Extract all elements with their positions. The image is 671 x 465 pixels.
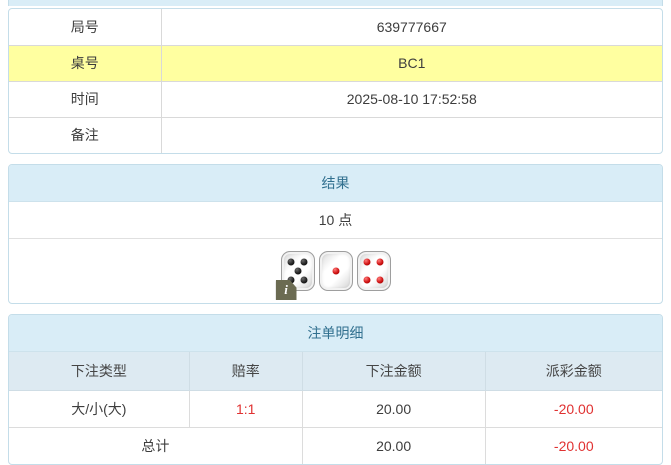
info-icon[interactable]: i bbox=[275, 280, 297, 300]
table-header-row: 下注类型 赔率 下注金额 派彩金额 bbox=[9, 352, 662, 391]
col-header-odds: 赔率 bbox=[188, 352, 303, 391]
total-payout: -20.00 bbox=[484, 426, 662, 464]
die-pip bbox=[376, 258, 384, 266]
result-panel: 结果 10 点 i bbox=[8, 164, 663, 304]
time-label: 时间 bbox=[9, 80, 162, 118]
col-header-bet-type: 下注类型 bbox=[9, 352, 190, 391]
table-id-label: 桌号 bbox=[9, 44, 162, 82]
die-pip bbox=[300, 276, 308, 284]
result-points: 10 点 bbox=[9, 202, 662, 239]
table-row: 大/小(大) 1:1 20.00 -20.00 bbox=[9, 389, 662, 428]
die-4-red bbox=[356, 251, 391, 291]
die-pip bbox=[287, 258, 295, 266]
die-pip bbox=[363, 276, 371, 284]
bet-amount-cell: 20.00 bbox=[301, 389, 486, 428]
die-pip bbox=[376, 276, 384, 284]
remark-value bbox=[160, 116, 662, 153]
table-row: 局号 639777667 bbox=[9, 9, 662, 46]
die-pip bbox=[294, 267, 301, 275]
round-id-value: 639777667 bbox=[160, 9, 662, 46]
table-row: 桌号 BC1 bbox=[9, 44, 662, 82]
round-info-table: 局号 639777667 桌号 BC1 时间 2025-08-10 17:52:… bbox=[9, 9, 662, 153]
round-id-label: 局号 bbox=[9, 9, 162, 46]
col-header-payout: 派彩金额 bbox=[484, 352, 662, 391]
odds-cell: 1:1 bbox=[188, 389, 303, 428]
cutoff-header-strip bbox=[8, 0, 663, 6]
payout-cell: -20.00 bbox=[484, 389, 662, 428]
round-info-panel: 局号 639777667 桌号 BC1 时间 2025-08-10 17:52:… bbox=[8, 8, 663, 154]
total-bet-amount: 20.00 bbox=[301, 426, 486, 464]
die-pip bbox=[332, 267, 339, 275]
die-1-red bbox=[318, 251, 353, 291]
table-row: 时间 2025-08-10 17:52:58 bbox=[9, 80, 662, 118]
bet-panel-title: 注单明细 bbox=[9, 315, 662, 352]
total-label: 总计 bbox=[9, 426, 303, 464]
total-row: 总计 20.00 -20.00 bbox=[9, 426, 662, 464]
table-row: 备注 bbox=[9, 116, 662, 153]
die-pip bbox=[363, 258, 371, 266]
bet-detail-table: 下注类型 赔率 下注金额 派彩金额 大/小(大) 1:1 20.00 -20.0… bbox=[9, 352, 662, 464]
die-pip bbox=[300, 258, 308, 266]
die-pip bbox=[287, 276, 295, 284]
result-panel-title: 结果 bbox=[9, 165, 662, 202]
col-header-bet-amount: 下注金额 bbox=[301, 352, 486, 391]
table-id-value: BC1 bbox=[160, 44, 662, 82]
dice-strip: i bbox=[275, 251, 391, 300]
remark-label: 备注 bbox=[9, 116, 162, 153]
time-value: 2025-08-10 17:52:58 bbox=[160, 80, 662, 118]
bet-type-cell: 大/小(大) bbox=[9, 389, 190, 428]
bet-detail-panel: 注单明细 下注类型 赔率 下注金额 派彩金额 大/小(大) 1:1 20.00 … bbox=[8, 314, 663, 465]
dice-row: i bbox=[9, 239, 662, 303]
